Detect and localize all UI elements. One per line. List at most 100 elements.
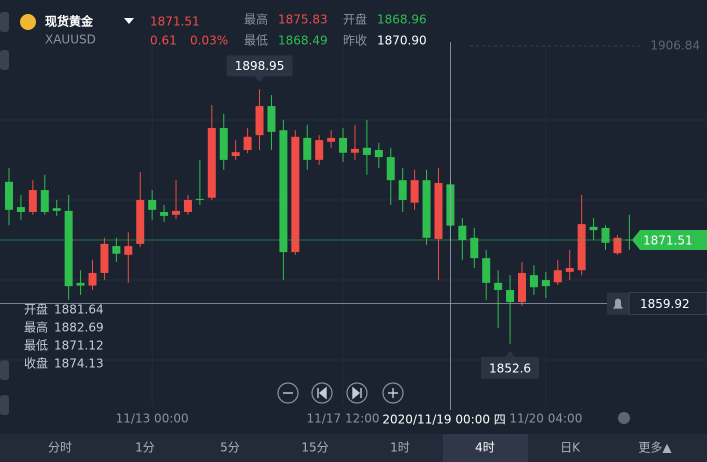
- candle-body: [506, 289, 515, 303]
- candle-body: [52, 208, 61, 211]
- candle-body: [207, 128, 216, 198]
- candle-body: [160, 212, 169, 216]
- crosshair-price: 1859.92: [640, 297, 690, 311]
- min-label-pointer: [505, 350, 516, 357]
- tab-label[interactable]: 1分: [135, 441, 155, 455]
- info-label: 开盘: [24, 302, 48, 317]
- x-tick-label: 11/20 04:00: [509, 412, 582, 426]
- candle-body: [565, 268, 574, 272]
- candle-body: [315, 140, 324, 160]
- candle-body: [303, 137, 312, 160]
- stat-label: 昨收: [343, 34, 367, 48]
- last-price-label: 1871.51: [643, 233, 693, 247]
- info-value: 1882.69: [54, 321, 104, 335]
- tab-label[interactable]: 日K: [560, 441, 581, 455]
- candle-body: [553, 270, 562, 283]
- candle-body: [350, 148, 359, 153]
- gold-icon: [20, 14, 36, 30]
- zoom-icon: [317, 386, 327, 400]
- tab-label[interactable]: 5分: [220, 441, 240, 455]
- candle-body: [231, 152, 240, 157]
- candle-body: [458, 225, 467, 241]
- candle-body: [327, 137, 336, 142]
- candle-body: [482, 258, 491, 283]
- candle-body: [410, 180, 419, 203]
- candle-body: [136, 199, 145, 244]
- stat-value: 1875.83: [278, 13, 328, 27]
- candle-body: [577, 224, 586, 271]
- tab-label[interactable]: 15分: [301, 441, 328, 455]
- info-value: 1871.12: [54, 339, 104, 353]
- candle-body: [76, 282, 85, 286]
- candle-body: [124, 246, 133, 255]
- max-label-box: [226, 55, 293, 77]
- last-price-tag: [632, 229, 707, 250]
- change: 0.61: [150, 34, 177, 48]
- candle-body: [434, 182, 443, 239]
- candle-body: [339, 137, 348, 153]
- stat-value: 1868.49: [278, 34, 328, 48]
- candle-body: [16, 207, 25, 213]
- stat-value: 1870.90: [377, 34, 427, 48]
- candle-body: [267, 106, 276, 132]
- info-value: 1874.13: [54, 357, 104, 371]
- candle-body: [100, 243, 109, 273]
- candle-body: [183, 199, 192, 213]
- instrument-symbol: XAUUSD: [45, 33, 96, 47]
- candle-body: [422, 180, 431, 238]
- candle-body: [386, 157, 395, 181]
- side-icon[interactable]: [0, 360, 9, 380]
- candle-body: [589, 226, 598, 231]
- crosshair-price-box: [628, 292, 707, 316]
- info-value: 1881.64: [54, 303, 104, 317]
- candle-body: [112, 246, 121, 254]
- stat-value: 1868.96: [377, 13, 427, 27]
- change-pct: 0.03%: [190, 34, 228, 48]
- bell-icon: [613, 298, 623, 309]
- candle-body: [195, 198, 204, 200]
- candle-body: [40, 190, 49, 213]
- candle-body: [5, 181, 13, 210]
- side-icon[interactable]: [0, 395, 9, 415]
- tab-label[interactable]: 分时: [48, 441, 72, 455]
- candle-body: [517, 272, 526, 303]
- candle-body: [219, 128, 228, 160]
- tab-label[interactable]: 1时: [390, 441, 410, 455]
- side-icon[interactable]: [0, 50, 9, 70]
- x-tick-label: 11/13 00:00: [116, 412, 189, 426]
- candle-body: [88, 272, 97, 286]
- zoom-icon: [352, 386, 362, 400]
- candle-body: [362, 147, 371, 155]
- max-label: 1898.95: [235, 59, 285, 73]
- instrument-name: 现货黄金: [45, 14, 94, 29]
- candle-body: [601, 227, 610, 243]
- info-label: 收盘: [24, 356, 48, 371]
- candle-body: [243, 136, 252, 150]
- dropdown-arrow[interactable]: [124, 18, 134, 24]
- tab-label[interactable]: 更多▲: [638, 441, 672, 455]
- candle-body: [398, 180, 407, 200]
- stat-label: 开盘: [343, 12, 367, 27]
- max-label-pointer: [254, 76, 265, 83]
- candle-body: [148, 199, 157, 210]
- stat-label: 最高: [244, 12, 268, 27]
- candle-body: [613, 237, 622, 254]
- info-label: 最高: [24, 320, 48, 335]
- zoom-icon: [388, 388, 398, 398]
- candle-body: [255, 106, 264, 136]
- tab-label[interactable]: 4时: [475, 441, 495, 455]
- candle-body: [291, 136, 300, 253]
- scroll-dot[interactable]: [618, 412, 630, 424]
- candle-body: [64, 210, 73, 287]
- min-label: 1852.6: [489, 361, 531, 375]
- crosshair-time: 2020/11/19 00:00 四: [382, 413, 505, 427]
- y-tick-label: 1906.84: [650, 39, 700, 53]
- candle-body: [374, 149, 383, 158]
- tab-selected[interactable]: [443, 434, 528, 462]
- info-label: 最低: [24, 339, 48, 353]
- candle-body: [529, 275, 538, 288]
- side-icon[interactable]: [0, 12, 9, 32]
- candle-body: [494, 282, 503, 290]
- price: 1871.51: [150, 15, 200, 29]
- candle-body: [279, 130, 288, 253]
